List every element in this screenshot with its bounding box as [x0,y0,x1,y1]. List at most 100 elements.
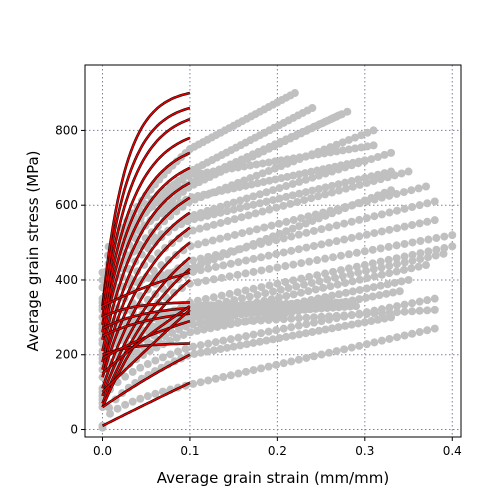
data-point [314,326,323,335]
data-point [187,193,196,202]
data-point [423,326,432,335]
data-point [387,167,396,176]
data-point [336,161,345,170]
fit-curve [101,308,191,394]
data-point [273,279,282,288]
data-point [125,359,134,368]
data-point [196,213,205,222]
data-point [317,312,326,321]
data-point [254,308,263,317]
data-point [262,188,271,197]
data-point [377,263,386,272]
data-point [269,232,277,241]
data-point [305,272,314,281]
data-point [343,107,352,116]
data-point [385,208,394,217]
fit-curve-line [101,268,191,404]
data-point [252,225,261,234]
data-point [294,230,303,239]
data-point [380,188,389,197]
data-point [340,235,349,244]
data-point [341,178,350,187]
fit-curve-line [101,309,191,393]
data-point [341,278,350,287]
data-point [393,224,402,233]
axis-ticks: 0.0 0.1 0.2 0.3 0.4 0 200 400 600 800 [55,123,462,458]
data-point [196,266,205,275]
data-point [272,203,281,212]
data-point [241,332,250,341]
data-point [255,199,264,208]
data-point [242,242,251,251]
data-point [241,286,250,295]
data-point [264,158,273,167]
data-point [241,256,250,265]
data-point [415,328,424,337]
data-point [340,345,349,354]
data-point [341,184,350,193]
data-point [177,220,186,229]
data-point [289,171,298,180]
data-point [304,287,313,296]
data-point [288,224,297,233]
data-point [194,240,203,249]
data-point [384,242,393,251]
data-point [236,309,245,318]
data-point [355,215,364,224]
data-point [395,287,404,296]
data-point [295,330,304,339]
data-point [416,254,425,263]
data-point [362,293,371,302]
data-point [373,191,382,200]
data-point [317,240,326,249]
data-point [307,167,316,176]
data-point [415,219,424,228]
data-point [289,154,298,163]
data-point [313,166,322,175]
data-point [363,274,372,283]
data-point [223,232,232,241]
data-point [287,314,296,323]
data-point [302,320,311,329]
data-point [307,194,316,203]
data-point [164,255,173,264]
data-point [193,278,202,287]
data-point [292,282,301,291]
data-point [276,285,285,294]
data-point [297,288,306,297]
data-point [400,239,409,248]
data-point [423,296,432,305]
fit-curve [101,241,191,389]
data-point [432,245,441,254]
data-point [253,179,262,188]
data-point [400,300,409,309]
data-point [184,313,193,322]
fit-curve [101,353,191,409]
x-tick-label: 0.3 [355,444,374,458]
fit-curve-line [101,152,191,333]
data-point [311,304,320,313]
data-point [377,227,386,236]
data-point [308,173,317,182]
data-point [354,319,363,328]
data-point [189,320,198,329]
data-point [272,326,281,335]
y-tick-label: 200 [55,348,78,362]
data-point [196,260,205,269]
fit-curve-line [101,118,191,318]
data-point [416,249,425,258]
data-point [264,316,273,325]
data-point [389,288,398,297]
data-point [240,162,249,171]
data-point [121,400,130,409]
data-point [368,245,377,254]
data-point [203,168,212,177]
data-point [392,267,401,276]
data-point [317,304,326,313]
y-tick-label: 800 [55,123,78,137]
data-point [196,312,205,321]
data-point [301,175,310,184]
data-point [309,352,318,361]
data-point [264,251,273,260]
data-point [282,192,291,201]
